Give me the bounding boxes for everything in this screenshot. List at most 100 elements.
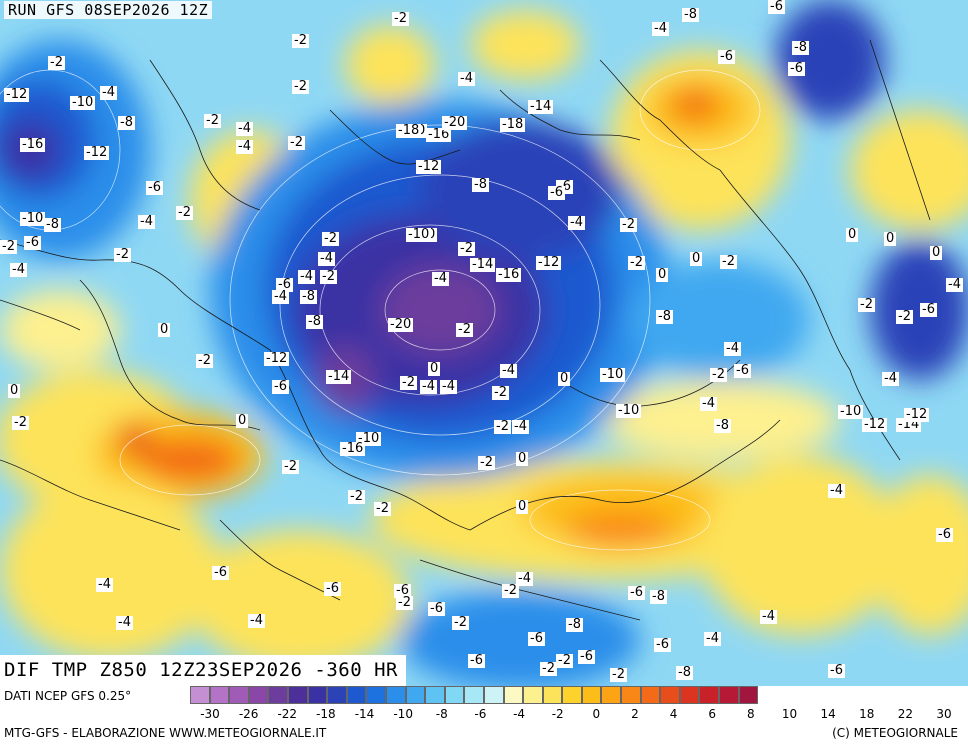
contour-value-label: -4 [568,215,585,230]
contour-value-label: -2 [374,501,391,516]
colorbar-tick-label: 22 [897,707,913,721]
contour-value-label: 0 [558,371,571,386]
contour-value-label: -4 [10,262,27,277]
contour-value-label: -8 [44,217,61,232]
colorbar-tick-label: -10 [393,707,413,721]
contour-value-label: -16 [340,441,366,456]
colorbar [190,686,759,704]
contour-value-label: 0 [8,383,21,398]
colorbar-swatch [503,686,524,704]
contour-value-label: -4 [652,21,669,36]
contour-value-label: -8 [714,418,731,433]
colorbar-swatch [307,686,328,704]
contour-value-label: -4 [318,251,335,266]
colorbar-tick-label: 2 [631,707,639,721]
colorbar-swatch [287,686,308,704]
contour-value-label: -6 [718,49,735,64]
colorbar-swatch [405,686,426,704]
contour-value-label: -16 [426,127,452,142]
contour-value-label: -10 [616,403,642,418]
contour-value-label: -6 [428,601,445,616]
anomaly-field [0,0,968,686]
contour-value-label: 0 [428,361,441,376]
colorbar-swatch [523,686,543,704]
contour-value-label: -6 [24,235,41,250]
contour-value-label: -6 [468,653,485,668]
contour-value-label: 0 [236,413,249,428]
colorbar-swatch [581,686,602,704]
colorbar-swatch [327,686,347,704]
contour-value-label: -4 [500,363,517,378]
contour-value-label: -6 [146,180,163,195]
color-legend: DATI NCEP GFS 0.25° -30 -26 -22 -18 -14 -10 -8… [0,686,968,745]
contour-value-label: -16 [20,137,46,152]
contour-value-label: -6 [528,631,545,646]
colorbar-swatch [719,686,739,704]
contour-value-label: -4 [828,483,845,498]
colorbar-swatch [190,686,210,704]
colorbar-swatch [229,686,249,704]
contour-value-label: -2 [896,309,913,324]
colorbar-swatch [209,686,230,704]
contour-value-label: -2 [204,113,221,128]
contour-value-label: -12 [84,145,110,160]
contour-value-label: -18 [500,117,526,132]
contour-value-label: -2 [610,667,627,682]
contour-value-label: -20 [442,115,468,130]
contour-value-label: -2 [620,217,637,232]
colorbar-tick-label: -26 [238,707,259,721]
colorbar-ticks: -30 -26 -22 -18 -14 -10 -8 -6 -4 -2 0 2 4 6 8 10 14 18 22 3… [0,707,968,721]
contour-value-label: -4 [516,571,533,586]
contour-value-label: -4 [724,341,741,356]
colorbar-swatch [444,686,465,704]
contour-value-label: -8 [300,289,317,304]
contour-value-label: -8 [676,665,693,680]
colorbar-swatch [699,686,720,704]
contour-value-label: -10 [838,404,864,419]
colorbar-tick-label: 10 [781,707,798,721]
contour-value-label: -2 [710,367,727,382]
contour-value-label: -8 [566,617,583,632]
contour-value-label: -2 [494,419,511,434]
colorbar-tick-label: -4 [513,707,526,721]
colorbar-swatch [483,686,504,704]
contour-value-label: -10 [20,211,46,226]
contour-value-label: -6 [212,565,229,580]
contour-value-label: -4 [458,71,475,86]
contour-value-label: -8 [472,177,489,192]
colorbar-tick-label: 14 [820,707,836,721]
colorbar-swatch [366,686,386,704]
colorbar-swatch [425,686,445,704]
contour-value-label: -2 [396,595,413,610]
colorbar-tick-label: 18 [859,707,875,721]
contour-value-label: -6 [734,363,751,378]
credit-left: MTG-GFS - ELABORAZIONE WWW.METEOGIORNALE… [4,726,327,740]
contour-value-label: -4 [882,371,899,386]
colorbar-tick-label: 8 [747,707,755,721]
colorbar-tick-label: -30 [200,707,220,721]
colorbar-tick-label: -2 [551,707,564,721]
colorbar-swatch [268,686,288,704]
colorbar-tick-label: -8 [435,707,448,721]
contour-value-label: -18 [396,123,422,138]
contour-value-label: -4 [116,615,133,630]
contour-value-label: -4 [704,631,721,646]
contour-value-label: -4 [236,121,253,136]
contour-value-label: -4 [440,379,457,394]
colorbar-tick-label: 30 [936,707,952,721]
colorbar-swatch [385,686,406,704]
contour-value-label: -2 [458,241,475,256]
contour-value-label: -6 [578,649,595,664]
contour-value-label: -2 [322,231,339,246]
contour-value-label: -4 [96,577,113,592]
data-source: DATI NCEP GFS 0.25° [4,689,132,703]
colorbar-swatch [542,686,563,704]
contour-value-label: -2 [114,247,131,262]
contour-value-label: -4 [420,379,437,394]
contour-value-label: -2 [556,653,573,668]
contour-value-label: -6 [628,585,645,600]
contour-value-label: -6 [788,61,805,76]
contour-value-label: -4 [946,277,963,292]
temperature-anomaly-map: RUN GFS 08SEP2026 12Z -2 -8 -6 -4 -2 -8 -6 -6 -4… [0,0,968,686]
contour-value-label: -2 [492,385,509,400]
